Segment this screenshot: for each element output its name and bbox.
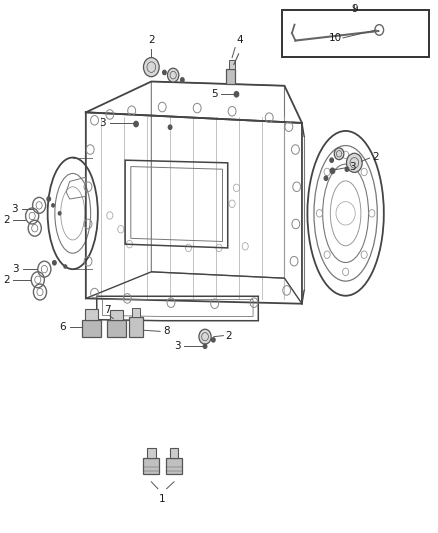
Bar — [85, 309, 98, 320]
Circle shape — [199, 329, 211, 344]
Text: 3: 3 — [174, 341, 180, 351]
Circle shape — [212, 338, 215, 342]
Circle shape — [330, 158, 333, 163]
Circle shape — [168, 125, 172, 130]
Circle shape — [234, 92, 239, 97]
Bar — [132, 309, 141, 317]
Bar — [144, 458, 159, 474]
Bar — [226, 69, 235, 84]
Bar — [166, 458, 182, 474]
Text: 2: 2 — [372, 152, 378, 162]
Circle shape — [334, 148, 344, 160]
Circle shape — [167, 68, 179, 82]
Circle shape — [180, 78, 184, 82]
Bar — [129, 317, 143, 337]
Text: 1: 1 — [159, 494, 166, 504]
Text: 9: 9 — [351, 4, 358, 14]
Bar — [170, 448, 178, 458]
Bar — [107, 320, 126, 337]
Circle shape — [203, 344, 207, 349]
Circle shape — [47, 197, 50, 201]
Text: 8: 8 — [163, 326, 170, 336]
Bar — [229, 60, 235, 69]
Text: 2: 2 — [3, 276, 10, 285]
Circle shape — [53, 261, 56, 265]
Circle shape — [162, 70, 166, 75]
Text: 3: 3 — [349, 161, 355, 172]
Circle shape — [144, 58, 159, 77]
Text: 2: 2 — [3, 215, 10, 225]
Circle shape — [52, 204, 54, 207]
Text: 3: 3 — [11, 204, 18, 214]
Circle shape — [58, 212, 61, 215]
Circle shape — [346, 154, 362, 172]
Circle shape — [345, 167, 349, 171]
Text: 3: 3 — [12, 264, 19, 274]
Text: 10: 10 — [329, 33, 342, 43]
Text: 4: 4 — [237, 35, 243, 45]
Text: 2: 2 — [226, 330, 232, 341]
Text: 7: 7 — [104, 305, 111, 316]
Text: 6: 6 — [60, 321, 66, 332]
Bar — [147, 448, 155, 458]
Circle shape — [134, 122, 138, 127]
Text: 2: 2 — [148, 35, 155, 45]
Text: 3: 3 — [99, 118, 106, 128]
Bar — [283, 10, 428, 56]
Bar — [82, 320, 101, 337]
Circle shape — [330, 168, 335, 173]
Circle shape — [324, 176, 328, 180]
Circle shape — [64, 265, 67, 268]
Text: 5: 5 — [212, 89, 218, 99]
Bar — [110, 310, 123, 320]
